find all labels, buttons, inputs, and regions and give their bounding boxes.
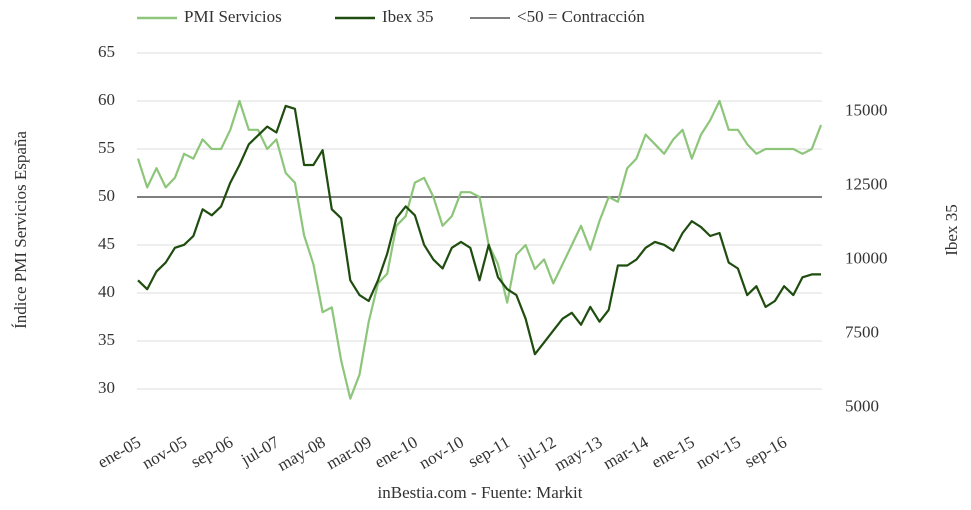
x-tick-label: nov-10 — [416, 432, 467, 473]
y-tick-label: 55 — [98, 138, 115, 157]
y2-tick-label: 10000 — [845, 249, 888, 268]
x-tick-label: mar-09 — [323, 432, 375, 473]
series-line — [136, 99, 823, 400]
y-tick-label: 35 — [98, 330, 115, 349]
y2-tick-label: 15000 — [845, 101, 888, 120]
y-tick-label: 30 — [98, 378, 115, 397]
y-tick-label: 50 — [98, 186, 115, 205]
y2-tick-label: 12500 — [845, 175, 888, 194]
x-tick-label: sep-11 — [465, 432, 513, 471]
x-tick-label: may-08 — [274, 432, 328, 474]
x-tick-label: sep-16 — [741, 432, 790, 471]
legend-label: PMI Servicios — [184, 7, 282, 26]
x-tick-label: jul-07 — [237, 432, 283, 470]
x-tick-label: jul-12 — [514, 432, 560, 469]
x-tick-label: ene-05 — [94, 432, 144, 472]
y-tick-label: 45 — [98, 234, 115, 253]
y2-tick-label: 5000 — [845, 396, 879, 415]
caption: inBestia.com - Fuente: Markit — [378, 483, 583, 502]
x-tick-label: sep-06 — [187, 432, 236, 471]
y2-axis-title: Ibex 35 — [942, 204, 961, 255]
y-tick-label: 65 — [98, 42, 115, 61]
y-tick-label: 40 — [98, 282, 115, 301]
y-axis-title: Índice PMI Servicios España — [11, 131, 30, 329]
x-tick-label: ene-15 — [648, 432, 698, 472]
x-tick-label: nov-15 — [693, 432, 744, 473]
y-tick-label: 60 — [98, 90, 115, 109]
y2-tick-label: 7500 — [845, 322, 879, 341]
legend-label: <50 = Contracción — [517, 7, 645, 26]
x-tick-label: mar-14 — [600, 432, 652, 473]
x-tick-label: nov-05 — [139, 432, 190, 473]
series-line — [137, 104, 821, 356]
x-tick-label: may-13 — [551, 432, 605, 474]
legend-label: Ibex 35 — [382, 7, 433, 26]
x-tick-label: ene-10 — [371, 432, 421, 472]
